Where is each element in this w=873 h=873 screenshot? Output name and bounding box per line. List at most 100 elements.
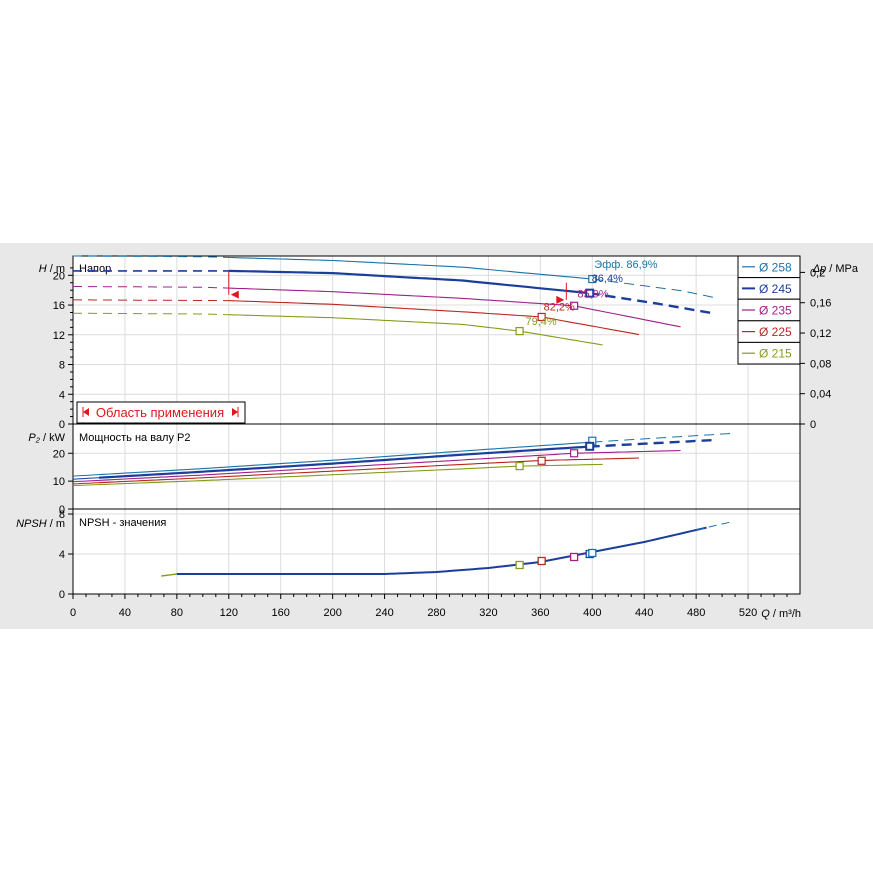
npsh-curve (176, 526, 707, 575)
duty-point-power-1 (585, 441, 595, 451)
x-axis-label-var: Q (761, 608, 770, 620)
head-axis-label-unit: / m (47, 263, 65, 275)
duty-point-head-1 (585, 288, 595, 298)
legend-label: Ø 235 (759, 304, 792, 318)
power-curve-1 (98, 445, 588, 479)
duty-point-head-2 (570, 301, 579, 310)
head-curve-tail-1 (589, 292, 715, 315)
y-tick-label: 8 (59, 360, 65, 372)
power-curve-start-3 (72, 482, 100, 485)
npsh-axis-label-unit: / m (47, 518, 65, 530)
head-axis-label-var: H (39, 263, 47, 275)
legend-label: Ø 215 (759, 347, 792, 361)
head-curve-dashed-0 (73, 255, 229, 258)
power-curve-start-2 (72, 479, 100, 483)
pressure-axis-label: Δp / MPa (812, 263, 859, 275)
range-legend-left-arrow (83, 408, 89, 416)
power-curve-start-4 (72, 484, 100, 487)
y-tick-label: 4 (59, 549, 65, 561)
npsh-curve-tail (695, 521, 733, 531)
x-tick-label: 200 (323, 607, 341, 619)
power-curve-2 (98, 449, 681, 481)
power-curve-3 (98, 457, 640, 484)
x-tick-label: 440 (635, 607, 653, 619)
y-tick-label: 0 (59, 504, 65, 516)
npsh-panel-title: NPSH - значения (79, 517, 166, 529)
head-axis-label: H / m (39, 263, 65, 275)
x-tick-label: 0 (70, 607, 76, 619)
legend-item-4 (737, 341, 801, 365)
x-tick-label: 400 (583, 607, 601, 619)
x-tick-label: 480 (687, 607, 705, 619)
head-curve-3 (228, 300, 640, 336)
head-curve-tail-0 (592, 278, 718, 299)
power-curve-0 (98, 441, 593, 476)
y-tick-label: 16 (53, 300, 65, 312)
operating-range-left-arrow (230, 290, 239, 299)
head-curve-0 (228, 256, 593, 280)
duty-point-power-3 (537, 456, 546, 465)
x-axis-label-unit: / m³/h (770, 608, 801, 620)
y-tick-label: 10 (53, 476, 65, 488)
y-tick-label: 0 (59, 419, 65, 431)
power-curve-start-1 (72, 477, 100, 480)
npsh-curve-start (161, 573, 177, 577)
range-legend-label: Область применения (96, 405, 224, 420)
pressure-axis-label-var: Δp (812, 263, 827, 275)
right-tick-label: 0,04 (810, 389, 831, 401)
right-tick-label: 0,08 (810, 358, 831, 370)
npsh-axis-label: NPSH / m (16, 518, 65, 530)
x-tick-label: 160 (272, 607, 290, 619)
pressure-axis-label-unit: / MPa (826, 263, 859, 275)
efficiency-label: Эфф. 86,9% (594, 259, 658, 271)
power-panel-title: Мощность на валу P2 (79, 432, 191, 444)
x-tick-label: 120 (220, 607, 238, 619)
operating-range-right-arrow (556, 295, 565, 304)
x-tick-label: 520 (739, 607, 757, 619)
npsh-point-4 (588, 548, 597, 558)
head-curve-dashed-3 (73, 299, 229, 302)
efficiency-label: 79,4% (525, 316, 556, 328)
y-tick-label: 12 (53, 330, 65, 342)
power-curve-tail-0 (592, 432, 733, 443)
duty-point-head-0 (588, 274, 597, 284)
head-curve-1 (228, 269, 588, 294)
range-legend-box (76, 401, 246, 424)
x-tick-label: 320 (479, 607, 497, 619)
duty-point-head-3 (537, 312, 546, 322)
npsh-point-1 (537, 556, 546, 566)
y-tick-label: 4 (59, 389, 65, 401)
head-curve-dashed-2 (73, 286, 229, 289)
range-legend-right-arrow (232, 408, 238, 416)
duty-point-head-4 (515, 326, 524, 336)
legend-label: Ø 225 (759, 325, 792, 339)
x-tick-label: 360 (531, 607, 549, 619)
power-curve-start-0 (72, 474, 100, 477)
right-tick-label: 0,16 (810, 298, 831, 310)
npsh-point-2 (569, 552, 579, 562)
right-tick-label: 0,12 (810, 328, 831, 340)
head-curve-dashed-4 (72, 312, 229, 316)
power-axis-label-var: P₂ (28, 432, 40, 444)
efficiency-label: 82,2% (544, 301, 575, 313)
duty-point-power-4 (515, 461, 524, 471)
x-tick-label: 40 (119, 607, 131, 619)
head-panel-title: Напор (79, 263, 111, 275)
duty-point-power-2 (570, 449, 579, 458)
npsh-point-0 (515, 560, 524, 570)
npsh-axis-label-var: NPSH (16, 518, 47, 530)
right-tick-label: 0 (810, 419, 816, 431)
legend-label: Ø 245 (759, 282, 792, 296)
x-tick-label: 80 (171, 607, 183, 619)
y-tick-label: 0 (59, 589, 65, 601)
power-curve-tail-1 (589, 438, 715, 448)
x-tick-label: 240 (375, 607, 393, 619)
y-tick-label: 8 (59, 509, 65, 521)
efficiency-label: 85,9% (577, 289, 608, 301)
power-axis-label-unit: / kW (40, 432, 66, 444)
x-tick-label: 280 (427, 607, 445, 619)
head-curve-4 (228, 314, 603, 346)
power-axis-label: P₂ / kW (28, 432, 65, 444)
efficiency-label: 86,4% (592, 273, 623, 285)
